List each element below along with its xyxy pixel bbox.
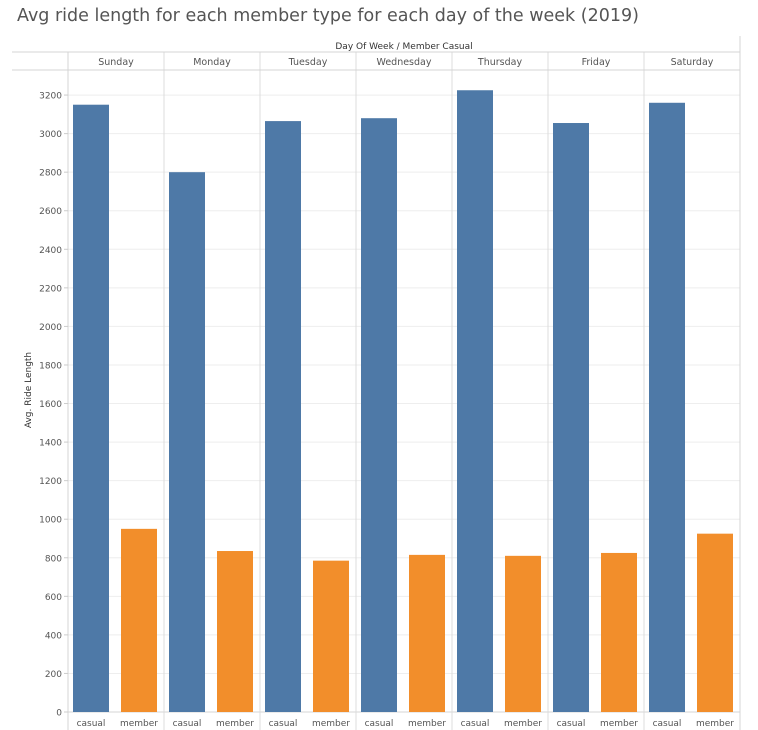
- y-tick-label: 0: [56, 709, 62, 719]
- y-tick-label: 1000: [39, 516, 62, 526]
- y-tick-label: 2400: [39, 246, 62, 256]
- bar-sunday-member: [121, 528, 157, 712]
- bar-sunday-casual: [73, 104, 109, 713]
- x-tick-label: casual: [557, 719, 586, 729]
- column-header-label: Day Of Week / Member Casual: [335, 42, 472, 52]
- x-tick-label: casual: [461, 719, 490, 729]
- x-tick-label: casual: [173, 719, 202, 729]
- x-tick-label: member: [600, 719, 638, 729]
- day-panels: [67, 36, 741, 730]
- y-tick-label: 1400: [39, 439, 62, 449]
- y-axis: 0 200 400 600 800 1000 1200 1400 1600 1800 2000 220…: [39, 92, 68, 719]
- bar-friday-casual: [553, 123, 589, 713]
- bar-thursday-member: [505, 555, 541, 712]
- y-tick-label: 1200: [39, 477, 62, 487]
- y-tick-label: 2000: [39, 323, 62, 333]
- bar-wednesday-member: [409, 554, 445, 712]
- x-axis: casual member casual member casual member casu…: [77, 719, 735, 729]
- y-tick-label: 3200: [39, 92, 62, 102]
- column-header: Sunday Monday Tuesday Wednesday Thursday Frid…: [12, 51, 740, 71]
- y-tick-label: 2600: [39, 207, 62, 217]
- y-tick-label: 2200: [39, 284, 62, 294]
- x-tick-label: casual: [653, 719, 682, 729]
- x-tick-label: member: [120, 719, 158, 729]
- bar-wednesday-casual: [361, 118, 397, 713]
- day-header-thursday: Thursday: [477, 57, 523, 68]
- bar-saturday-casual: [649, 102, 685, 712]
- day-header-tuesday: Tuesday: [288, 57, 328, 68]
- x-tick-label: casual: [365, 719, 394, 729]
- y-tick-label: 2800: [39, 169, 62, 179]
- day-header-wednesday: Wednesday: [376, 57, 431, 68]
- y-tick-label: 1800: [39, 361, 62, 371]
- day-header-friday: Friday: [582, 57, 611, 68]
- bar-saturday-member: [697, 533, 733, 712]
- y-tick-label: 800: [45, 554, 62, 564]
- bar-monday-casual: [169, 172, 205, 712]
- day-header-monday: Monday: [193, 57, 231, 68]
- day-header-sunday: Sunday: [98, 57, 134, 68]
- bar-tuesday-casual: [265, 121, 301, 712]
- y-tick-label: 1600: [39, 400, 62, 410]
- x-tick-label: member: [312, 719, 350, 729]
- bar-friday-member: [601, 552, 637, 712]
- y-tick-label: 200: [45, 670, 62, 680]
- y-tick-label: 3000: [39, 130, 62, 140]
- bars: [73, 90, 733, 713]
- x-tick-label: casual: [77, 719, 106, 729]
- bar-monday-member: [217, 551, 253, 712]
- y-tick-label: 600: [45, 593, 62, 603]
- y-tick-label: 400: [45, 631, 62, 641]
- y-axis-label: Avg. Ride Length: [24, 352, 34, 428]
- x-tick-label: member: [408, 719, 446, 729]
- bar-tuesday-member: [313, 560, 349, 712]
- bar-thursday-casual: [457, 90, 493, 713]
- gridlines: [68, 94, 740, 674]
- day-header-saturday: Saturday: [671, 57, 714, 68]
- chart-title: Avg ride length for each member type for…: [17, 6, 639, 26]
- x-tick-label: member: [696, 719, 734, 729]
- x-tick-label: member: [216, 719, 254, 729]
- x-tick-label: member: [504, 719, 542, 729]
- x-tick-label: casual: [269, 719, 298, 729]
